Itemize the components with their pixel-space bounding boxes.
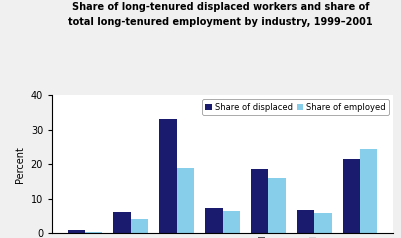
Bar (342, 159, 360, 233)
Bar (360, 149, 377, 233)
Bar (68, 230, 85, 233)
Bar (268, 178, 286, 233)
Bar (113, 212, 131, 233)
Bar (85, 232, 103, 233)
Text: Share of long-tenured displaced workers and share of: Share of long-tenured displaced workers … (72, 2, 369, 12)
Bar (205, 208, 223, 233)
Bar (314, 213, 332, 233)
Bar (251, 169, 268, 233)
Bar (131, 219, 148, 233)
Bar (159, 119, 177, 233)
Text: total long-tenured employment by industry, 1999–2001: total long-tenured employment by industr… (68, 17, 373, 27)
Bar (223, 211, 240, 233)
Bar (177, 168, 194, 233)
Y-axis label: Percent: Percent (15, 146, 25, 183)
Legend: Share of displaced, Share of employed: Share of displaced, Share of employed (202, 99, 389, 115)
Bar (297, 210, 314, 233)
